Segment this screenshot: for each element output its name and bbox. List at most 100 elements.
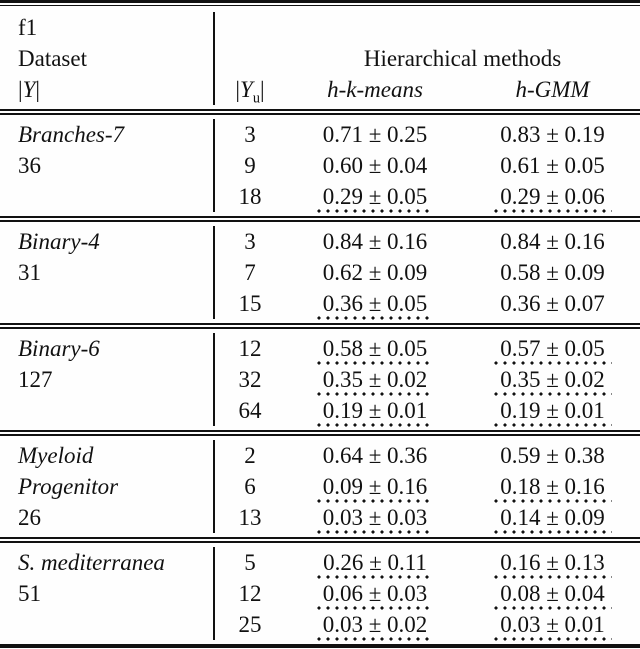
dataset-name: Binary-6 xyxy=(18,336,100,361)
column-header-hkmeans: h-k-means xyxy=(327,77,423,102)
hkmeans-result-cell: 0.35 ± 0.02 xyxy=(285,364,465,396)
header-right-cell: Hierarchical methods |Yu| h-k-means h-GM… xyxy=(215,12,640,107)
result-row: 15 0.36 ± 0.05 0.36 ± 0.07 xyxy=(215,288,640,320)
hkmeans-result-cell: 0.29 ± 0.05 xyxy=(285,181,465,213)
hkmeans-result-cell: 0.19 ± 0.01 xyxy=(285,395,465,427)
unseen-count-cell: 6 xyxy=(244,474,256,499)
column-headers-line: |Yu| h-k-means h-GMM xyxy=(215,74,640,107)
unseen-count-cell: 13 xyxy=(238,505,262,530)
dataset-section-myeloid-progenitor: Myeloid Progenitor 26 2 0.64 ± 0.36 0.59… xyxy=(0,436,640,537)
result-row: 3 0.84 ± 0.16 0.84 ± 0.16 xyxy=(215,226,640,257)
dataset-section-branches-7: Branches-7 36 3 0.71 ± 0.25 0.83 ± 0.19 … xyxy=(0,115,640,216)
result-row: 7 0.62 ± 0.09 0.58 ± 0.09 xyxy=(215,257,640,288)
table-header: f1 Dataset |Y| Hierarchical methods |Yu|… xyxy=(0,6,640,109)
section-rule xyxy=(0,430,640,436)
header-left-cell: f1 Dataset |Y| xyxy=(0,12,215,105)
dataset-name: Branches-7 xyxy=(18,122,125,147)
unseen-count-cell: 12 xyxy=(238,336,262,361)
dataset-section-binary-4: Binary-4 31 3 0.84 ± 0.16 0.84 ± 0.16 7 … xyxy=(0,222,640,323)
dataset-name-cell: S. mediterranea 51 xyxy=(0,547,215,640)
methods-group-label: Hierarchical methods xyxy=(363,46,562,71)
section-rule xyxy=(0,537,640,543)
dataset-section-s-mediterranea: S. mediterranea 51 5 0.26 ± 0.11 0.16 ± … xyxy=(0,543,640,644)
hgmm-result-cell: 0.29 ± 0.06 xyxy=(465,181,640,213)
hgmm-result-cell: 0.14 ± 0.09 xyxy=(465,502,640,534)
dataset-name-cell: Branches-7 36 xyxy=(0,119,215,212)
result-row: 5 0.26 ± 0.11 0.16 ± 0.13 xyxy=(215,547,640,579)
hgmm-result-cell: 0.84 ± 0.16 xyxy=(500,229,605,254)
dataset-name: Binary-4 xyxy=(18,229,100,254)
unseen-count-cell: 15 xyxy=(238,291,262,316)
unseen-count-cell: 9 xyxy=(244,153,256,178)
result-row: 25 0.03 ± 0.02 0.03 ± 0.01 xyxy=(215,609,640,641)
hkmeans-result-cell: 0.62 ± 0.09 xyxy=(322,260,428,285)
column-header-hgmm: h-GMM xyxy=(515,77,590,102)
hgmm-result-cell: 0.03 ± 0.01 xyxy=(465,609,640,641)
hkmeans-result-cell: 0.84 ± 0.16 xyxy=(322,229,428,254)
dataset-section-binary-6: Binary-6 127 12 0.58 ± 0.05 0.57 ± 0.05 … xyxy=(0,329,640,430)
hgmm-result-cell: 0.59 ± 0.38 xyxy=(500,443,605,468)
hkmeans-result-cell: 0.03 ± 0.03 xyxy=(285,502,465,534)
hkmeans-result-cell: 0.09 ± 0.16 xyxy=(285,471,465,503)
unseen-count-cell: 32 xyxy=(238,367,262,392)
section-rule xyxy=(0,323,640,329)
methods-group-line: Hierarchical methods xyxy=(215,43,640,74)
top-rule xyxy=(0,0,640,6)
hgmm-result-cell: 0.83 ± 0.19 xyxy=(500,122,605,147)
hgmm-result-cell: 0.18 ± 0.16 xyxy=(465,471,640,503)
hgmm-result-cell: 0.19 ± 0.01 xyxy=(465,395,640,427)
dataset-label: Dataset xyxy=(18,46,87,71)
hkmeans-result-cell: 0.60 ± 0.04 xyxy=(322,153,428,178)
unseen-count-cell: 5 xyxy=(244,550,256,575)
unseen-count-cell: 2 xyxy=(244,443,256,468)
hkmeans-result-cell: 0.64 ± 0.36 xyxy=(322,443,428,468)
result-row: 32 0.35 ± 0.02 0.35 ± 0.02 xyxy=(215,364,640,396)
hgmm-result-cell: 0.08 ± 0.04 xyxy=(465,578,640,610)
metric-label: f1 xyxy=(18,15,38,40)
dataset-name: Myeloid xyxy=(18,443,94,468)
result-row: 6 0.09 ± 0.16 0.18 ± 0.16 xyxy=(215,471,640,503)
classes-count-label: |Y| xyxy=(18,77,41,102)
result-row: 18 0.29 ± 0.05 0.29 ± 0.06 xyxy=(215,181,640,213)
hgmm-result-cell: 0.57 ± 0.05 xyxy=(465,333,640,365)
header-rule xyxy=(0,109,640,115)
bottom-rule xyxy=(0,644,640,649)
hkmeans-result-cell: 0.06 ± 0.03 xyxy=(285,578,465,610)
dataset-size: 51 xyxy=(18,581,41,606)
result-row: 3 0.71 ± 0.25 0.83 ± 0.19 xyxy=(215,119,640,150)
hgmm-result-cell: 0.36 ± 0.07 xyxy=(500,291,605,316)
dataset-name-line2: Progenitor xyxy=(18,474,119,499)
dataset-size: 127 xyxy=(18,367,53,392)
dataset-name-cell: Binary-4 31 xyxy=(0,226,215,319)
hkmeans-result-cell: 0.26 ± 0.11 xyxy=(285,547,465,579)
unseen-count-cell: 7 xyxy=(244,260,256,285)
hgmm-result-cell: 0.16 ± 0.13 xyxy=(465,547,640,579)
unseen-classes-count-label: |Yu| xyxy=(235,77,265,107)
hgmm-result-cell: 0.35 ± 0.02 xyxy=(465,364,640,396)
hgmm-result-cell: 0.58 ± 0.09 xyxy=(500,260,605,285)
hkmeans-result-cell: 0.71 ± 0.25 xyxy=(322,122,428,147)
dataset-size: 26 xyxy=(18,505,41,530)
result-row: 9 0.60 ± 0.04 0.61 ± 0.05 xyxy=(215,150,640,181)
unseen-count-cell: 3 xyxy=(244,122,256,147)
result-row: 64 0.19 ± 0.01 0.19 ± 0.01 xyxy=(215,395,640,427)
hgmm-result-cell: 0.61 ± 0.05 xyxy=(500,153,605,178)
result-row: 2 0.64 ± 0.36 0.59 ± 0.38 xyxy=(215,440,640,471)
unseen-count-cell: 64 xyxy=(238,398,262,423)
result-row: 13 0.03 ± 0.03 0.14 ± 0.09 xyxy=(215,502,640,534)
hkmeans-result-cell: 0.36 ± 0.05 xyxy=(285,288,465,320)
header-spacer-line xyxy=(215,12,640,43)
section-rule xyxy=(0,216,640,222)
hkmeans-result-cell: 0.03 ± 0.02 xyxy=(285,609,465,641)
dataset-name: S. mediterranea xyxy=(18,550,165,575)
unseen-count-cell: 12 xyxy=(238,581,262,606)
dataset-name-cell: Myeloid Progenitor 26 xyxy=(0,440,215,533)
unseen-count-cell: 25 xyxy=(238,612,262,637)
unseen-count-cell: 3 xyxy=(244,229,256,254)
unseen-count-cell: 18 xyxy=(238,184,262,209)
result-row: 12 0.58 ± 0.05 0.57 ± 0.05 xyxy=(215,333,640,365)
hkmeans-result-cell: 0.58 ± 0.05 xyxy=(285,333,465,365)
dataset-size: 31 xyxy=(18,260,41,285)
dataset-name-cell: Binary-6 127 xyxy=(0,333,215,426)
